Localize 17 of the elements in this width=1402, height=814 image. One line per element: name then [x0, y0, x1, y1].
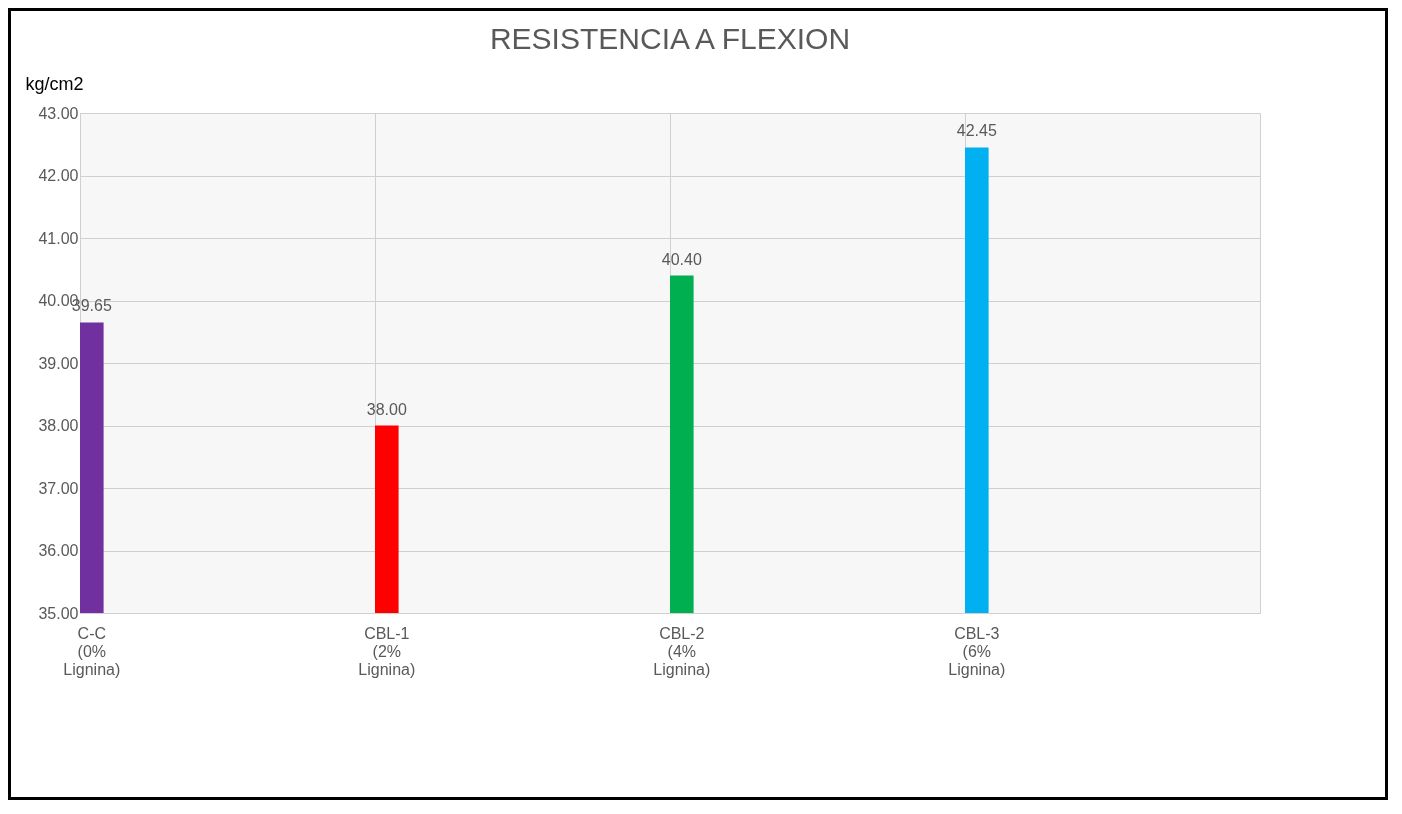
data-label: 38.00	[366, 400, 407, 418]
y-tick-label: 43.00	[38, 104, 79, 122]
y-tick-label: 38.00	[38, 417, 79, 434]
y-tick-label: 39.00	[38, 354, 79, 372]
y-tick-label: 37.00	[38, 479, 79, 497]
y-tick-label: 36.00	[38, 542, 79, 559]
x-tick-label: CBL-3 (6% Lignina)	[948, 624, 1006, 678]
y-tick-label: 41.00	[38, 229, 79, 247]
y-tick-label: 35.00	[38, 604, 79, 622]
x-tick-label: CBL-1 (2% Lignina)	[358, 624, 416, 678]
y-axis-title: kg/cm2	[25, 73, 84, 94]
data-label: 42.45	[956, 122, 997, 140]
data-label: 40.40	[661, 250, 702, 268]
x-tick-label: C-C (0% Lignina)	[63, 624, 121, 678]
x-tick-label: CBL-2 (4% Lignina)	[653, 624, 711, 678]
y-tick-label: 42.00	[38, 167, 79, 184]
chart-title: RESISTENCIA A FLEXION	[489, 22, 851, 55]
